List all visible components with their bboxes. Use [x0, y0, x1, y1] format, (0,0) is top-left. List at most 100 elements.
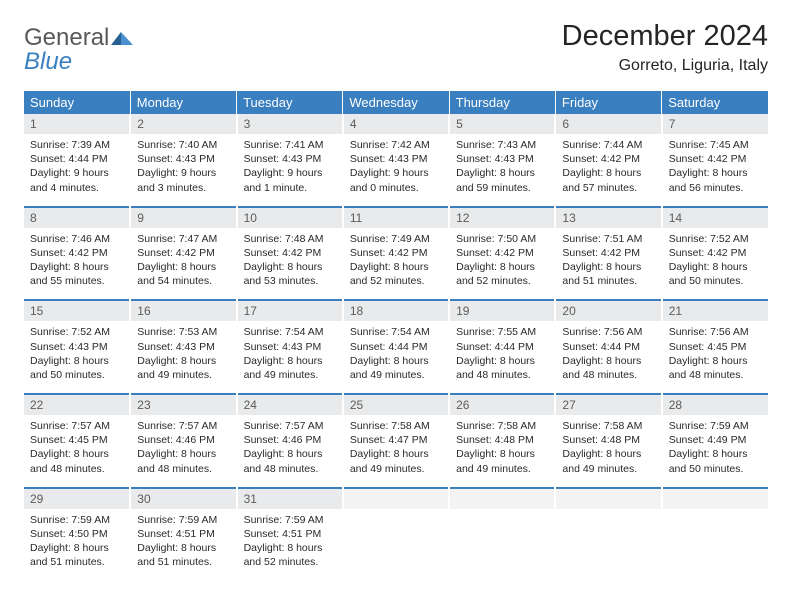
calendar-cell: 24Sunrise: 7:57 AMSunset: 4:46 PMDayligh… — [237, 392, 343, 486]
calendar-cell: 4Sunrise: 7:42 AMSunset: 4:43 PMDaylight… — [343, 114, 449, 204]
day-number-empty — [344, 487, 448, 509]
sunrise-line: Sunrise: 7:59 AM — [137, 514, 217, 526]
daylight-line: Daylight: 8 hours and 57 minutes. — [562, 167, 641, 193]
calendar-cell — [343, 485, 449, 579]
calendar-cell: 21Sunrise: 7:56 AMSunset: 4:45 PMDayligh… — [662, 298, 768, 392]
day-number: 13 — [556, 206, 660, 228]
calendar-cell: 13Sunrise: 7:51 AMSunset: 4:42 PMDayligh… — [555, 204, 661, 298]
brand-word1: General — [24, 24, 109, 51]
sunset-line: Sunset: 4:43 PM — [456, 153, 534, 165]
sunset-line: Sunset: 4:43 PM — [244, 153, 322, 165]
weekday-header: Saturday — [662, 91, 768, 114]
calendar-row: 15Sunrise: 7:52 AMSunset: 4:43 PMDayligh… — [24, 298, 768, 392]
calendar-cell: 1Sunrise: 7:39 AMSunset: 4:44 PMDaylight… — [24, 114, 130, 204]
calendar-cell: 10 Sunrise: 7:48 AM Sunset: 4:42 PM Dayligh… — [237, 204, 343, 298]
day-number: 3 — [238, 114, 342, 134]
daylight-line: Daylight: 8 hours and 59 minutes. — [456, 167, 535, 193]
day-body: Sunrise: 7:39 AMSunset: 4:44 PMDaylight:… — [24, 134, 129, 203]
sunset-line: Sunset: 4:47 PM — [350, 434, 428, 446]
day-number: 12 — [450, 206, 554, 228]
day-number: 27 — [556, 393, 660, 415]
daylight-line: Daylight: 9 hours and 4 minutes. — [30, 167, 109, 193]
day-body-empty — [450, 509, 554, 569]
day-body: Sunrise: 7:43 AMSunset: 4:43 PMDaylight:… — [450, 134, 554, 203]
day-number: 6 — [556, 114, 660, 134]
day-number: 2 — [131, 114, 235, 134]
daylight-line: Daylight: 8 hours and 52 minutes. — [350, 261, 429, 287]
day-body: Sunrise: 7:47 AMSunset: 4:42 PMDaylight:… — [131, 228, 235, 297]
sunrise-line: Sunrise: 7:40 AM — [137, 139, 217, 151]
daylight-line: Daylight: 8 hours and 52 minutes. — [456, 261, 535, 287]
sunrise-line: Sunrise: 7:50 AM — [456, 233, 536, 245]
sunrise-line: Sunrise: 7:57 AM — [30, 420, 110, 432]
daylight-line: Daylight: 8 hours and 48 minutes. — [562, 355, 641, 381]
day-number: 1 — [24, 114, 129, 134]
day-number: 31 — [238, 487, 342, 509]
sunset-line: Sunset: 4:42 PM — [669, 247, 747, 259]
location: Gorreto, Liguria, Italy — [562, 57, 768, 75]
day-body: Sunrise: 7:59 AMSunset: 4:51 PMDaylight:… — [238, 509, 342, 578]
day-number: 10 — [238, 206, 342, 228]
sunset-line: Sunset: 4:42 PM — [669, 153, 747, 165]
daylight-line: Daylight: 8 hours and 51 minutes. — [562, 261, 641, 287]
day-body-empty — [663, 509, 768, 569]
sunset-line: Sunset: 4:42 PM — [244, 247, 322, 259]
sunset-line: Sunset: 4:43 PM — [137, 153, 215, 165]
calendar-cell — [662, 485, 768, 579]
day-body: Sunrise: 7:49 AMSunset: 4:42 PMDaylight:… — [344, 228, 448, 297]
day-body: Sunrise: 7:46 AMSunset: 4:42 PMDaylight:… — [24, 228, 129, 297]
daylight-line: Daylight: 9 hours and 0 minutes. — [350, 167, 429, 193]
sunrise-line: Sunrise: 7:46 AM — [30, 233, 110, 245]
day-number: 16 — [131, 299, 235, 321]
day-number: 9 — [131, 206, 235, 228]
day-body: Sunrise: 7:41 AMSunset: 4:43 PMDaylight:… — [238, 134, 342, 203]
sunrise-line: Sunrise: 7:48 AM — [244, 233, 324, 245]
day-body: Sunrise: 7:48 AM Sunset: 4:42 PM Daylight:… — [238, 228, 342, 297]
sunrise-line: Sunrise: 7:58 AM — [456, 420, 536, 432]
sunrise-line: Sunrise: 7:54 AM — [350, 326, 430, 338]
day-number: 17 — [238, 299, 342, 321]
weekday-header: Tuesday — [237, 91, 343, 114]
day-body-empty — [344, 509, 448, 569]
day-number: 23 — [131, 393, 235, 415]
day-body: Sunrise: 7:44 AMSunset: 4:42 PMDaylight:… — [556, 134, 660, 203]
daylight-line: Daylight: 8 hours and 53 minutes. — [244, 261, 323, 287]
daylight-line: Daylight: 8 hours and 49 minutes. — [350, 448, 429, 474]
sunrise-line: Sunrise: 7:59 AM — [669, 420, 749, 432]
brand-logo: General Blue — [24, 20, 133, 74]
sunset-line: Sunset: 4:43 PM — [244, 341, 322, 353]
weekday-header: Friday — [555, 91, 661, 114]
day-body: Sunrise: 7:59 AMSunset: 4:49 PMDaylight:… — [663, 415, 768, 484]
day-number: 20 — [556, 299, 660, 321]
day-body: Sunrise: 7:52 AMSunset: 4:42 PMDaylight:… — [663, 228, 768, 297]
sunset-line: Sunset: 4:44 PM — [562, 341, 640, 353]
month-title: December 2024 — [562, 20, 768, 53]
day-number: 29 — [24, 487, 129, 509]
calendar-row: 22Sunrise: 7:57 AMSunset: 4:45 PMDayligh… — [24, 392, 768, 486]
day-number: 15 — [24, 299, 129, 321]
calendar-cell: 31Sunrise: 7:59 AMSunset: 4:51 PMDayligh… — [237, 485, 343, 579]
sunrise-line: Sunrise: 7:57 AM — [244, 420, 324, 432]
weekday-header-row: Sunday Monday Tuesday Wednesday Thursday… — [24, 91, 768, 114]
daylight-line: Daylight: 8 hours and 51 minutes. — [30, 542, 109, 568]
sunset-line: Sunset: 4:43 PM — [350, 153, 428, 165]
day-number: 24 — [238, 393, 342, 415]
calendar-cell: 11Sunrise: 7:49 AMSunset: 4:42 PMDayligh… — [343, 204, 449, 298]
sunrise-line: Sunrise: 7:52 AM — [669, 233, 749, 245]
calendar-cell: 6Sunrise: 7:44 AMSunset: 4:42 PMDaylight… — [555, 114, 661, 204]
sunset-line: Sunset: 4:46 PM — [244, 434, 322, 446]
day-number-empty — [663, 487, 768, 509]
daylight-line: Daylight: 8 hours and 50 minutes. — [30, 355, 109, 381]
day-body: Sunrise: 7:54 AMSunset: 4:44 PMDaylight:… — [344, 321, 448, 390]
sunrise-line: Sunrise: 7:56 AM — [562, 326, 642, 338]
sunset-line: Sunset: 4:42 PM — [137, 247, 215, 259]
calendar-cell: 29Sunrise: 7:59 AMSunset: 4:50 PMDayligh… — [24, 485, 130, 579]
calendar-row: 1Sunrise: 7:39 AMSunset: 4:44 PMDaylight… — [24, 114, 768, 204]
day-body: Sunrise: 7:59 AMSunset: 4:50 PMDaylight:… — [24, 509, 129, 578]
calendar-cell: 3Sunrise: 7:41 AMSunset: 4:43 PMDaylight… — [237, 114, 343, 204]
day-body: Sunrise: 7:50 AMSunset: 4:42 PMDaylight:… — [450, 228, 554, 297]
calendar-cell: 25Sunrise: 7:58 AMSunset: 4:47 PMDayligh… — [343, 392, 449, 486]
calendar-cell: 30Sunrise: 7:59 AMSunset: 4:51 PMDayligh… — [130, 485, 236, 579]
day-number: 25 — [344, 393, 448, 415]
sunrise-line: Sunrise: 7:51 AM — [562, 233, 642, 245]
